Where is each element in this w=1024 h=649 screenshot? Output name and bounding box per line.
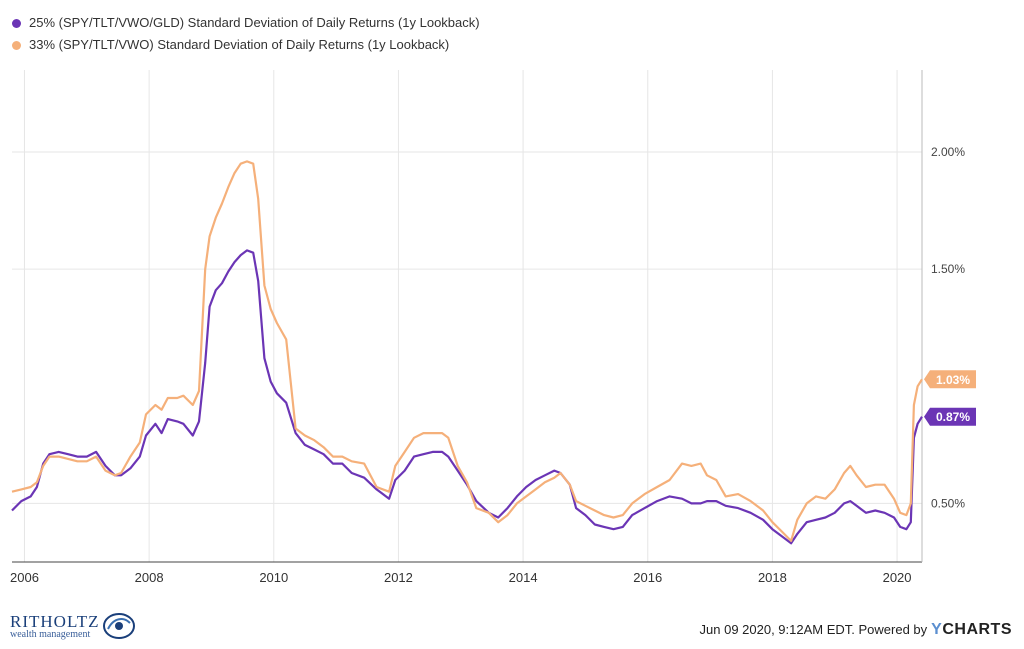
- end-value-label-1: 0.87%: [936, 410, 970, 424]
- legend-marker-series-2: [12, 40, 21, 50]
- brand-name: RITHOLTZ: [10, 611, 100, 631]
- end-value-badge-2: [924, 370, 976, 389]
- brand-emblem-icon: [102, 613, 135, 639]
- ycharts-logo-y: Y: [931, 621, 943, 638]
- legend-marker-series-1: [12, 18, 21, 28]
- footer-timestamp: Jun 09 2020, 9:12AM EDT. Powered by: [699, 622, 928, 637]
- end-value-badge-1: [924, 407, 976, 426]
- ycharts-logo[interactable]: YCHARTS: [931, 621, 1012, 639]
- x-tick-label-2008: 2008: [135, 570, 164, 585]
- legend-item-series-1[interactable]: 25% (SPY/TLT/VWO/GLD) Standard Deviation…: [12, 12, 480, 34]
- chart-footer: Jun 09 2020, 9:12AM EDT. Powered by YCHA…: [700, 621, 1012, 639]
- x-tick-label-2014: 2014: [509, 570, 538, 585]
- x-tick-label-2006: 2006: [10, 570, 39, 585]
- y-tick-label-1: 1.50%: [931, 262, 965, 276]
- x-tick-label-2010: 2010: [259, 570, 288, 585]
- x-tick-label-2020: 2020: [883, 570, 912, 585]
- x-tick-label-2012: 2012: [384, 570, 413, 585]
- y-tick-label-2: 2.00%: [931, 145, 965, 159]
- legend-label-series-1: 25% (SPY/TLT/VWO/GLD) Standard Deviation…: [29, 15, 480, 30]
- ycharts-logo-rest: CHARTS: [942, 621, 1012, 638]
- brand-subtitle: wealth management: [10, 628, 91, 640]
- series-line-1[interactable]: [11, 249, 923, 545]
- end-value-label-2: 1.03%: [936, 373, 970, 387]
- legend-label-series-2: 33% (SPY/TLT/VWO) Standard Deviation of …: [29, 37, 450, 52]
- series-line-2[interactable]: [11, 160, 923, 542]
- legend-item-series-2[interactable]: 33% (SPY/TLT/VWO) Standard Deviation of …: [12, 34, 480, 56]
- brand-logo: RITHOLTZ wealth management: [10, 611, 136, 641]
- x-tick-label-2016: 2016: [633, 570, 662, 585]
- chart-legend: 25% (SPY/TLT/VWO/GLD) Standard Deviation…: [12, 12, 480, 56]
- x-tick-label-2018: 2018: [758, 570, 787, 585]
- y-tick-label-0: 0.50%: [931, 496, 965, 510]
